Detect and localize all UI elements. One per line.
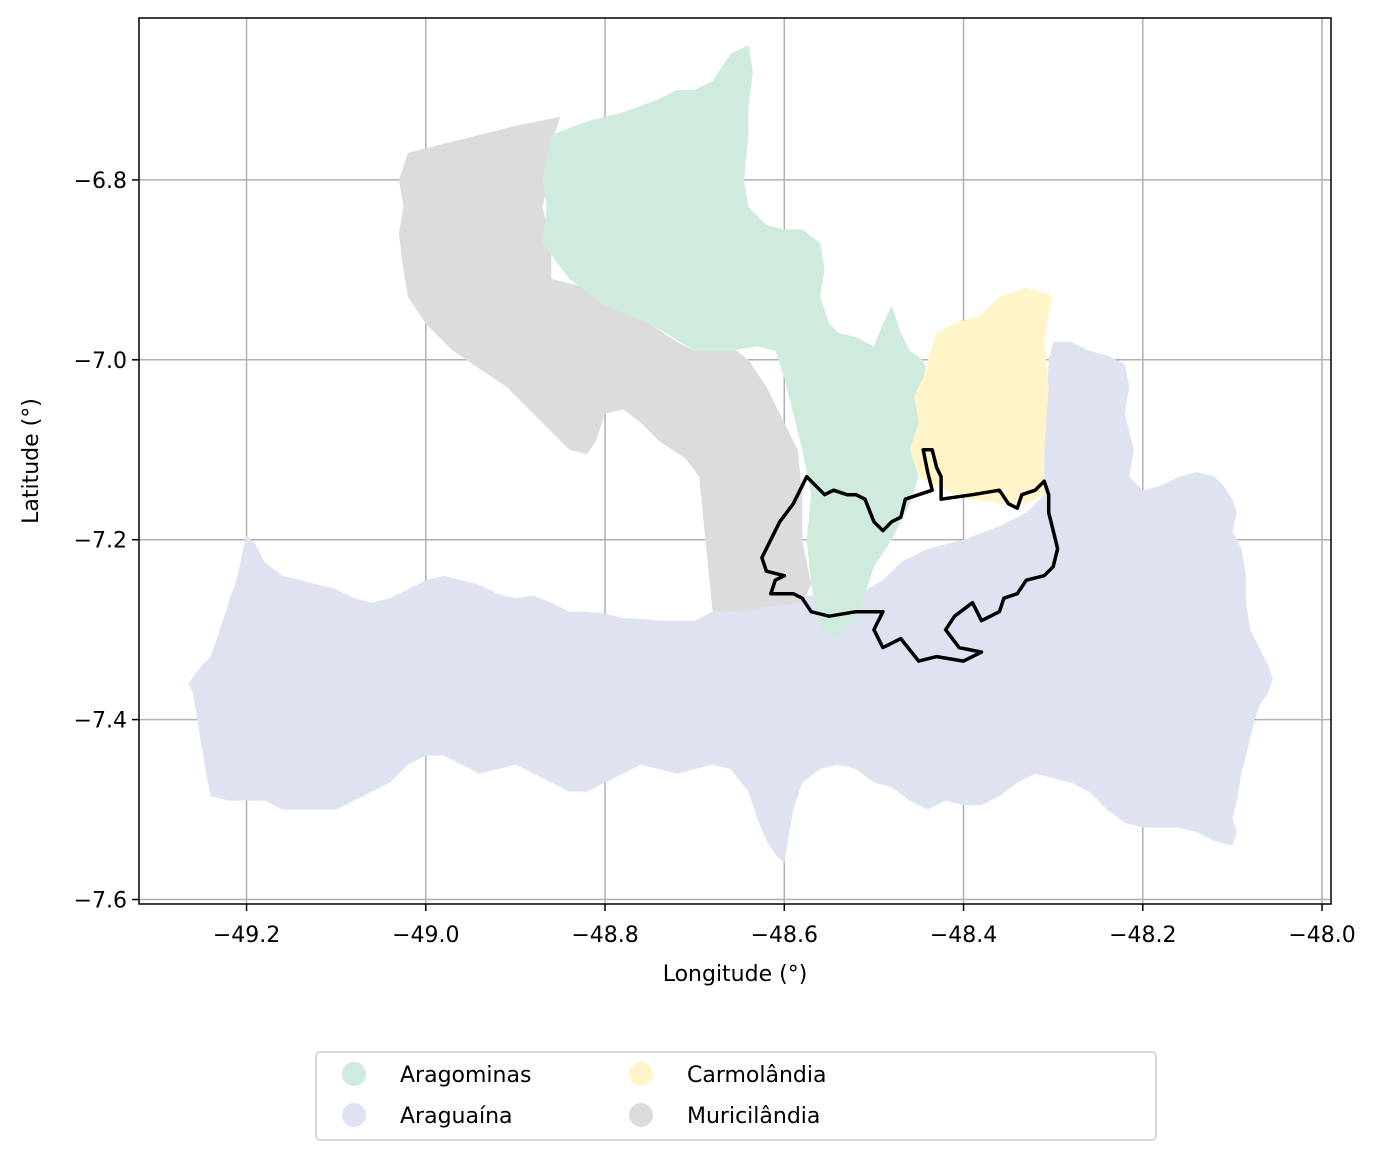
x-tick-label: −49.0 — [392, 923, 459, 948]
y-tick-label: −7.4 — [74, 709, 127, 734]
region-layer — [188, 45, 1273, 864]
legend-marker — [342, 1103, 366, 1127]
x-tick-label: −48.6 — [751, 923, 818, 948]
x-tick-label: −49.2 — [213, 923, 280, 948]
legend-label: Araguaína — [400, 1104, 513, 1129]
x-axis-label: Longitude (°) — [663, 962, 808, 987]
x-tick-label: −48.8 — [571, 923, 638, 948]
plot-frame — [138, 17, 1332, 905]
highlight-boundary — [760, 448, 1060, 663]
region-carmolandia — [909, 287, 1054, 504]
legend-marker — [342, 1062, 366, 1086]
y-ticks: −6.8 −7.0 −7.2 −7.4 −7.6 — [74, 169, 139, 914]
x-ticks: −49.2 −49.0 −48.8 −48.6 −48.4 −48.2 −48.0 — [213, 904, 1356, 948]
y-axis-label: Latitude (°) — [19, 398, 44, 524]
legend-label: Muricilândia — [687, 1104, 820, 1129]
outline-layer — [760, 448, 1060, 663]
x-tick-label: −48.2 — [1109, 923, 1176, 948]
y-tick-label: −7.2 — [74, 529, 127, 554]
legend: Aragominas Araguaína Carmolândia Muricilând… — [315, 1051, 1157, 1141]
x-tick-label: −48.4 — [930, 923, 997, 948]
y-tick-label: −6.8 — [74, 169, 127, 194]
region-araguaina — [188, 341, 1273, 864]
legend-label: Carmolândia — [687, 1063, 827, 1088]
legend-marker — [629, 1103, 653, 1127]
y-tick-label: −7.6 — [74, 889, 127, 914]
legend-marker — [629, 1062, 653, 1086]
legend-box — [315, 1051, 1157, 1141]
region-muricilandia — [398, 116, 812, 612]
y-tick-label: −7.0 — [74, 349, 127, 374]
legend-label: Aragominas — [400, 1063, 531, 1088]
x-tick-label: −48.0 — [1288, 923, 1355, 948]
legend-items: Aragominas Araguaína Carmolândia Muricilând… — [342, 1062, 827, 1129]
